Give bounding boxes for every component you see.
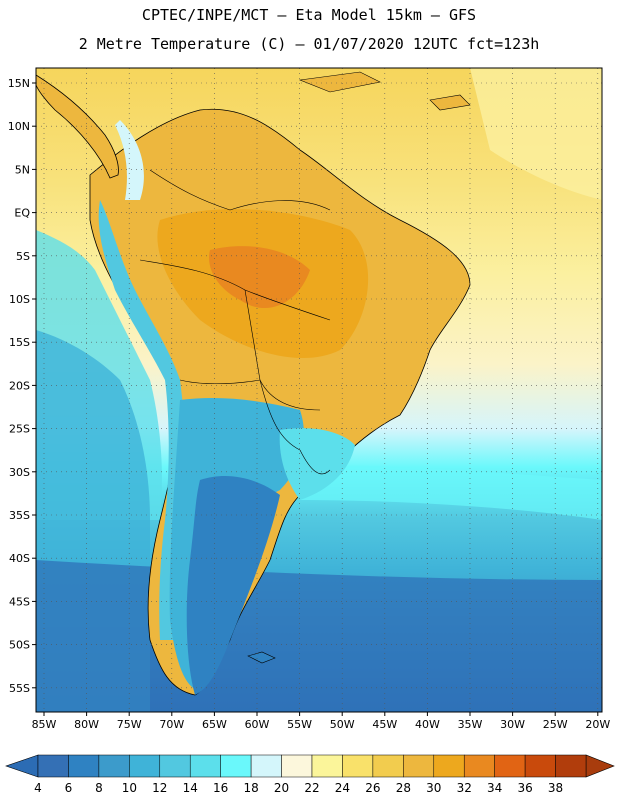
longitude-labels: 85W 80W 75W 70W 65W 60W 55W 50W 45W 40W 35W 30W 25W 2… [32, 718, 611, 731]
colorbar-label: 14 [183, 781, 198, 795]
colorbar-swatch [463, 754, 495, 778]
lat-tick-label: 35S [9, 509, 30, 522]
lon-tick-label: 50W [330, 718, 355, 731]
lat-tick-label: 15S [9, 336, 30, 349]
lat-tick-label: 15N [8, 77, 30, 90]
colorbar: 4 6 8 10 12 14 16 18 20 22 24 26 28 30 32 34 36 38 [5, 754, 615, 795]
colorbar-swatch [37, 754, 69, 778]
lon-tick-label: 80W [74, 718, 99, 731]
lon-tick-label: 75W [117, 718, 142, 731]
map-title-line1: CPTEC/INPE/MCT – Eta Model 15km – GFS [141, 6, 477, 24]
lon-tick-label: 35W [458, 718, 483, 731]
colorbar-swatch [524, 754, 556, 778]
colorbar-label: 30 [426, 781, 441, 795]
colorbar-label: 10 [122, 781, 137, 795]
colorbar-swatch [68, 754, 100, 778]
colorbar-swatch [372, 754, 404, 778]
latitude-labels: 15N 10N 5N EQ 5S 10S 15S 20S 25S 30S 35S 40S 45S 50S 5… [8, 77, 31, 695]
colorbar-swatch [98, 754, 130, 778]
lon-tick-label: 40W [415, 718, 440, 731]
lat-tick-label: 10S [9, 293, 30, 306]
lat-tick-label: 5S [16, 250, 30, 263]
lat-tick-label: 50S [9, 639, 30, 652]
colorbar-label: 34 [487, 781, 502, 795]
colorbar-label: 6 [65, 781, 73, 795]
colorbar-swatch [250, 754, 282, 778]
colorbar-swatch [342, 754, 374, 778]
colorbar-swatch [555, 754, 587, 778]
lat-tick-label: 30S [9, 466, 30, 479]
lat-tick-label: 25S [9, 423, 30, 436]
lat-tick-label: 10N [8, 120, 30, 133]
map-title-line2: 2 Metre Temperature (C) – 01/07/2020 12U… [78, 35, 540, 53]
lon-tick-label: 45W [372, 718, 397, 731]
lat-tick-label: 40S [9, 552, 30, 565]
colorbar-label: 12 [152, 781, 167, 795]
colorbar-label: 20 [274, 781, 289, 795]
map-frame [35, 67, 603, 713]
colorbar-label: 4 [34, 781, 42, 795]
map-field [36, 68, 602, 712]
colorbar-swatch [403, 754, 435, 778]
lon-tick-label: 60W [245, 718, 270, 731]
lat-tick-label: 20S [9, 379, 30, 392]
colorbar-label: 26 [365, 781, 380, 795]
colorbar-swatch [129, 754, 161, 778]
lon-tick-label: 30W [500, 718, 525, 731]
colorbar-label: 36 [517, 781, 532, 795]
colorbar-label: 24 [335, 781, 350, 795]
colorbar-label: 38 [548, 781, 563, 795]
lat-tick-label: 5N [15, 163, 30, 176]
colorbar-label: 8 [95, 781, 103, 795]
lon-tick-label: 20W [585, 718, 610, 731]
colorbar-high-arrow [585, 754, 615, 778]
lon-tick-label: 65W [202, 718, 227, 731]
colorbar-label: 16 [213, 781, 228, 795]
lat-tick-label: 45S [9, 595, 30, 608]
colorbar-low-arrow [5, 754, 39, 778]
colorbar-swatch [220, 754, 252, 778]
colorbar-swatch [281, 754, 313, 778]
colorbar-swatch [311, 754, 343, 778]
colorbar-swatch [189, 754, 221, 778]
lat-tick-label: 55S [9, 682, 30, 695]
colorbar-swatch [494, 754, 526, 778]
lon-tick-label: 25W [543, 718, 568, 731]
country-borders [139, 169, 331, 475]
colorbar-swatch [159, 754, 191, 778]
lon-tick-label: 55W [287, 718, 312, 731]
colorbar-label: 32 [457, 781, 472, 795]
lat-tick-label: EQ [14, 207, 30, 220]
map-gridlines [32, 68, 602, 716]
colorbar-swatch [433, 754, 465, 778]
lon-tick-label: 70W [159, 718, 184, 731]
lon-tick-label: 85W [32, 718, 57, 731]
colorbar-label: 22 [304, 781, 319, 795]
colorbar-label: 28 [396, 781, 411, 795]
colorbar-label: 18 [243, 781, 258, 795]
